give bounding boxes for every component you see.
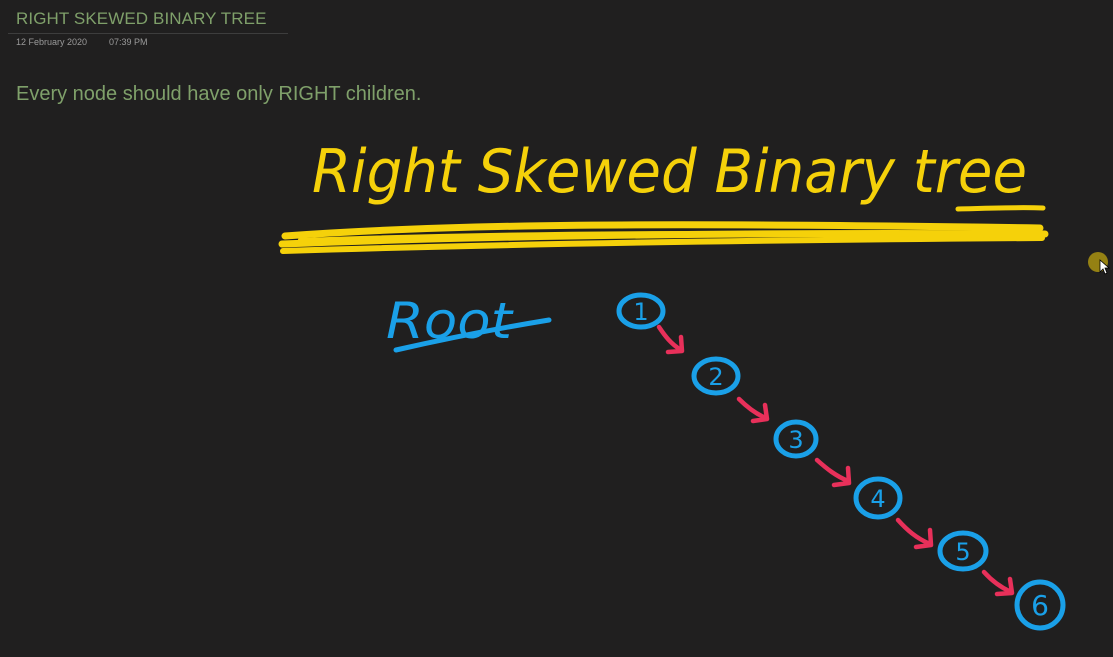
node-label: 6 xyxy=(1031,589,1049,622)
node-label: 3 xyxy=(788,426,803,454)
heading-underline xyxy=(278,221,1049,254)
tree-node: 1 xyxy=(616,292,666,330)
edge-arrow xyxy=(736,396,770,424)
root-underline xyxy=(393,317,552,353)
tree-node: 4 xyxy=(853,476,903,520)
tree-underline xyxy=(955,205,1046,212)
tree-node: 5 xyxy=(937,530,989,572)
root-label: Root xyxy=(386,292,515,350)
title-divider xyxy=(8,33,288,34)
note-text[interactable]: Every node should have only RIGHT childr… xyxy=(16,83,422,105)
mouse-pointer-icon xyxy=(1088,252,1111,275)
node-label: 5 xyxy=(955,538,970,566)
ink-heading: Right Skewed Binary tree xyxy=(312,137,1027,207)
node-label: 1 xyxy=(633,298,648,326)
edge-arrows xyxy=(656,324,1015,597)
edge-arrow xyxy=(814,457,852,488)
node-label: 2 xyxy=(708,363,723,391)
tree-node: 2 xyxy=(691,356,741,396)
tree-node: 3 xyxy=(773,419,819,459)
edge-arrow xyxy=(981,569,1015,597)
tree-node: 6 xyxy=(1014,579,1066,631)
edge-arrow xyxy=(656,324,685,355)
edge-arrow xyxy=(895,517,934,550)
page-title[interactable]: RIGHT SKEWED BINARY TREE xyxy=(16,9,267,28)
page-date: 12 February 2020 xyxy=(16,37,88,47)
node-label: 4 xyxy=(870,485,885,513)
page-time: 07:39 PM xyxy=(109,37,148,47)
